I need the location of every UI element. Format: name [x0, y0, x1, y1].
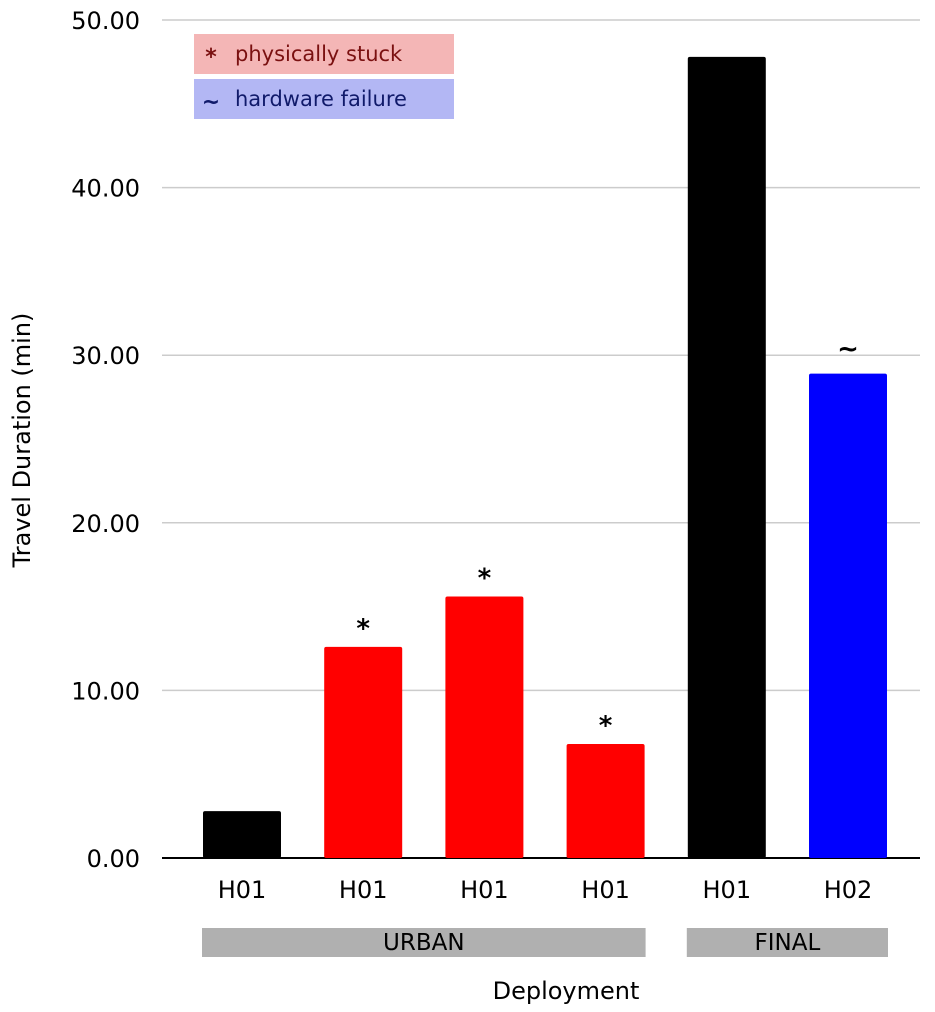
- legend-symbol: *: [205, 45, 217, 70]
- legend-entry-bg: [194, 34, 454, 74]
- x-tick-label: H01: [339, 876, 388, 904]
- x-axis-title: Deployment: [493, 977, 640, 1005]
- y-tick-label: 30.00: [71, 342, 140, 370]
- bar: [445, 596, 524, 858]
- bar-markers: * * * ~: [356, 335, 859, 741]
- x-tick-label: H01: [703, 876, 752, 904]
- x-tick-label: H02: [824, 876, 873, 904]
- physically-stuck-marker: *: [478, 564, 492, 594]
- y-tick-label: 0.00: [87, 845, 140, 873]
- y-tick-labels: 0.00 10.00 20.00 30.00 40.00 50.00: [71, 7, 140, 873]
- y-tick-label: 50.00: [71, 7, 140, 35]
- group-label: URBAN: [383, 930, 465, 956]
- group-label: FINAL: [755, 930, 821, 956]
- physically-stuck-marker: *: [356, 614, 370, 644]
- bar: [324, 646, 403, 858]
- bar: [687, 56, 766, 858]
- y-axis-title: Travel Duration (min): [8, 313, 36, 569]
- group-bands: URBAN FINAL: [202, 928, 888, 957]
- legend: * physically stuck ~ hardware failure: [194, 34, 454, 119]
- x-tick-label: H01: [218, 876, 267, 904]
- grid-lines: [162, 19, 920, 859]
- physically-stuck-marker: *: [599, 711, 613, 741]
- x-tick-label: H01: [460, 876, 509, 904]
- hardware-failure-marker: ~: [837, 335, 859, 365]
- legend-symbol: ~: [202, 90, 220, 115]
- y-tick-label: 10.00: [71, 677, 140, 705]
- bar: [203, 811, 281, 858]
- group-band: [686, 928, 888, 957]
- x-tick-label: H01: [581, 876, 630, 904]
- legend-entry-bg: [194, 79, 454, 119]
- bar: [809, 373, 887, 858]
- y-tick-label: 20.00: [71, 510, 140, 538]
- legend-label: physically stuck: [235, 42, 403, 66]
- group-band: [202, 928, 646, 957]
- bar: [566, 744, 645, 858]
- bars: [203, 56, 887, 858]
- x-tick-labels: H01 H01 H01 H01 H01 H02: [218, 876, 873, 904]
- y-tick-label: 40.00: [71, 175, 140, 203]
- legend-label: hardware failure: [235, 87, 407, 111]
